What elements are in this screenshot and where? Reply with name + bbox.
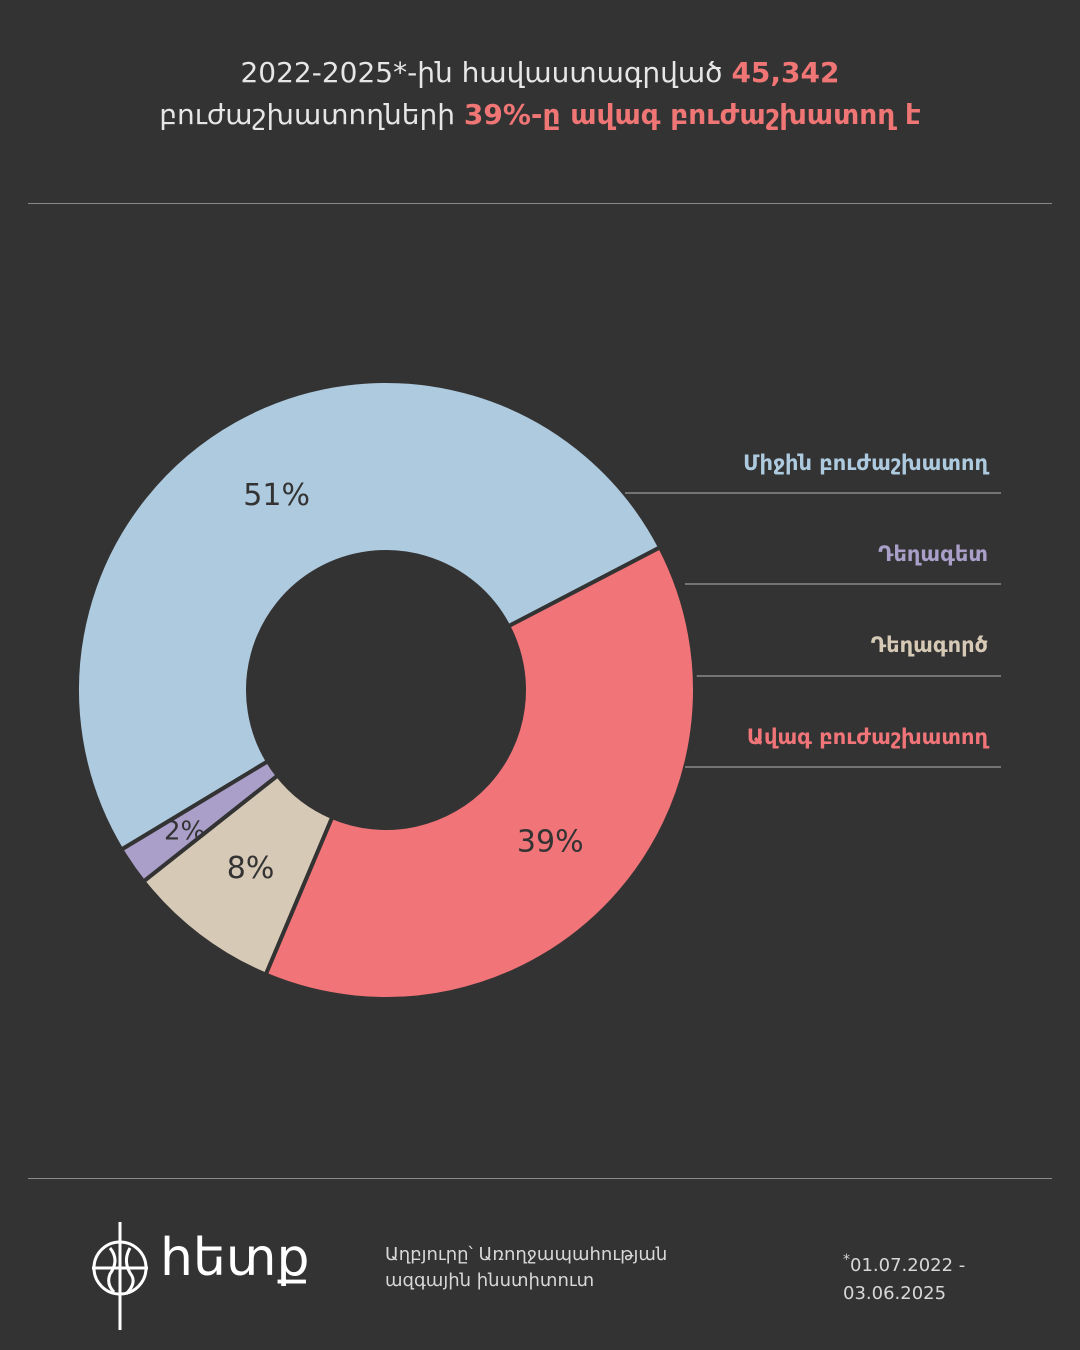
date-line-2: 03.06.2025 — [843, 1283, 947, 1304]
title-line-1: 2022-2025*-ին հավաստագրված 45,342 — [0, 52, 1080, 94]
legend-label-2: Դեղագետ — [878, 542, 988, 566]
title-line-1-text: 2022-2025*-ին հավաստագրված — [240, 56, 732, 89]
donut-slice-4 — [263, 545, 697, 1001]
bottom-divider — [28, 1178, 1052, 1179]
source-line-2: ազգային ինստիտուտ — [385, 1270, 595, 1291]
slice-value-label-4: 39% — [517, 825, 584, 860]
source-line-1: Աղբյուրը՝ Առողջապահության — [385, 1244, 668, 1265]
donut-slice-1 — [75, 379, 663, 852]
title-share-highlight: 39%-ը ավագ բուժաշխատող է — [463, 98, 921, 131]
legend-label-4: Ավագ բուժաշխատող — [747, 725, 990, 749]
top-divider — [28, 203, 1052, 204]
date-footnote-star: * — [843, 1252, 850, 1268]
legend-label-1: Միջին բուժաշխատող — [743, 451, 989, 475]
date-range-note: *01.07.2022 - 03.06.2025 — [843, 1246, 965, 1308]
date-line-1: 01.07.2022 - — [850, 1255, 966, 1276]
title-line-2: բուժաշխատողների 39%-ը ավագ բուժաշխատող է — [0, 94, 1080, 136]
title-line-2-text: բուժաշխատողների — [159, 98, 464, 131]
logo-wordmark: հետք — [160, 1228, 310, 1288]
slice-value-label-1: 51% — [243, 478, 310, 513]
legend-label-3: Դեղագործ — [871, 633, 988, 657]
hetq-logo-icon — [92, 1222, 148, 1330]
title-count-highlight: 45,342 — [731, 56, 840, 89]
source-note: Աղբյուրը՝ Առողջապահության ազգային ինստիտ… — [385, 1242, 667, 1294]
chart-title: 2022-2025*-ին հավաստագրված 45,342 բուժաշ… — [0, 52, 1080, 136]
slice-value-label-3: 8% — [227, 851, 275, 886]
